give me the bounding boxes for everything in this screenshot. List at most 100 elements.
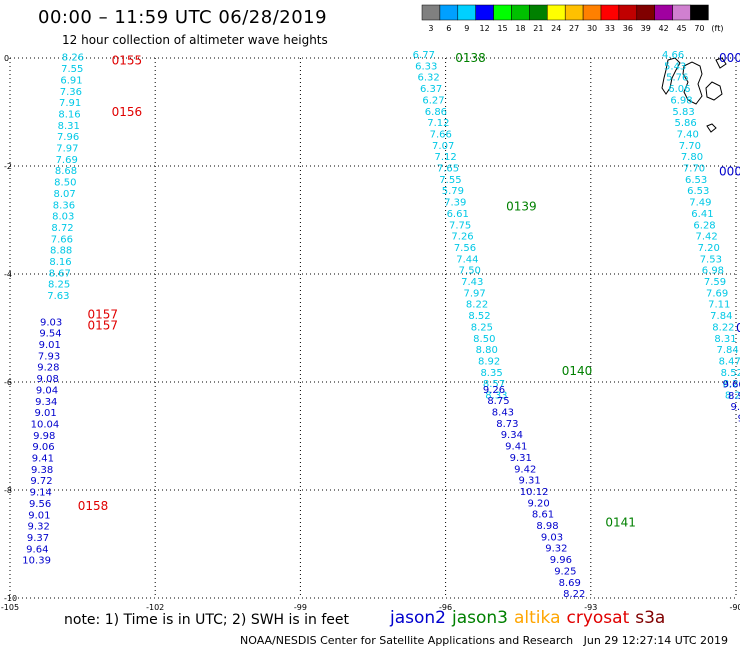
wave-height-value: 8.50 xyxy=(473,334,495,345)
island-outline xyxy=(715,57,727,69)
wave-height-value: 7.65 xyxy=(437,164,459,175)
wave-height-value: 7.42 xyxy=(696,232,718,243)
wave-height-value: 8.16 xyxy=(49,257,71,268)
wave-height-value: 7.55 xyxy=(439,175,461,186)
wave-height-value: 9.26 xyxy=(483,385,505,396)
wave-height-value: 7.91 xyxy=(59,98,81,109)
wave-height-value: 7.55 xyxy=(61,64,83,75)
scale-label: 21 xyxy=(533,24,543,33)
wave-height-value: 9.08 xyxy=(37,374,59,385)
wave-height-value: 8.23 xyxy=(725,391,740,402)
wave-height-value: 9.96 xyxy=(550,555,572,566)
wave-height-value: 9.01 xyxy=(34,408,56,419)
scale-label: 30 xyxy=(587,24,597,33)
wave-height-value: 8.43 xyxy=(492,408,514,419)
scale-label: 9 xyxy=(464,24,469,33)
scale-label: 15 xyxy=(497,24,507,33)
legend-entry-jason3: jason3 xyxy=(452,608,508,628)
scale-label: 27 xyxy=(569,24,579,33)
wave-height-value: 6.86 xyxy=(425,107,447,118)
wave-height-value: 9.38 xyxy=(31,465,53,476)
scale-label: 39 xyxy=(641,24,651,33)
scale-label: 18 xyxy=(515,24,525,33)
wave-height-value: 7.70 xyxy=(683,164,705,175)
wave-height-value: 9.98 xyxy=(33,431,55,442)
pass-time-label: 0005 xyxy=(719,51,740,65)
wave-height-value: 10.39 xyxy=(22,556,51,567)
island-outline xyxy=(706,123,717,133)
wave-height-value: 8.26 xyxy=(62,53,84,64)
pass-time-label: 0139 xyxy=(506,200,537,214)
wave-height-value: 5.86 xyxy=(675,118,697,129)
wave-height-value: 8.88 xyxy=(50,246,72,257)
lon-tick-label: -90 xyxy=(729,603,740,612)
wave-height-value: 7.66 xyxy=(430,129,452,140)
wave-height-value: 7.96 xyxy=(57,132,79,143)
wave-height-value: 9.25 xyxy=(554,566,576,577)
wave-height-value: 10.12 xyxy=(520,487,549,498)
wave-height-value: 7.11 xyxy=(708,300,730,311)
pass-time-label: 0157 xyxy=(87,318,118,332)
wave-height-value: 6.98 xyxy=(670,95,692,106)
scale-label: 45 xyxy=(676,24,686,33)
scale-label: 3 xyxy=(428,24,433,33)
credit-line: NOAA/NESDIS Center for Satellite Applica… xyxy=(240,634,729,647)
track-middle: 6.776.336.326.376.276.867.127.667.077.12… xyxy=(413,50,636,600)
wave-height-value: 9.31 xyxy=(519,476,541,487)
wave-height-value: 7.97 xyxy=(56,144,78,155)
wave-height-value: 8.33 xyxy=(485,391,507,402)
wave-height-value: 9.04 xyxy=(36,385,58,396)
wave-height-value: 6.77 xyxy=(413,50,435,61)
wave-height-value: 8.31 xyxy=(58,121,80,132)
wave-height-value: 9.14 xyxy=(30,488,52,499)
wave-height-value: 7.50 xyxy=(459,266,481,277)
wave-height-value: 9.01 xyxy=(28,510,50,521)
wave-height-value: 7.80 xyxy=(681,152,703,163)
pass-time-label: 0157 xyxy=(87,308,118,322)
wave-height-value: 9.03 xyxy=(40,317,62,328)
wave-height-value: 8.57 xyxy=(483,379,505,390)
wave-height-value: 9.34 xyxy=(35,397,57,408)
wave-height-value: 7.69 xyxy=(56,155,78,166)
wave-height-value: 9.41 xyxy=(505,442,527,453)
wave-height-value: 9.34 xyxy=(501,430,523,441)
track-right: 4.665.435.766.066.985.835.867.407.707.80… xyxy=(662,50,740,424)
wave-height-value: 6.91 xyxy=(60,75,82,86)
graticule: -105 -102 -99 -96 -93 -90 0 -2 -4 -6 -8 -10 xyxy=(1,54,740,612)
wave-height-value: 7.84 xyxy=(710,311,732,322)
wave-height-value: 8.21 xyxy=(723,379,740,390)
wave-height-value: 9.37 xyxy=(27,533,49,544)
island-outline xyxy=(682,61,703,105)
wave-height-value: 7.20 xyxy=(698,243,720,254)
wave-height-value: 9.28 xyxy=(37,363,59,374)
wave-height-value: 7.07 xyxy=(432,141,454,152)
wave-height-value: 5.83 xyxy=(672,107,694,118)
wave-height-value: 7.39 xyxy=(444,198,466,209)
footer-note: note: 1) Time is in UTC; 2) SWH is in fe… xyxy=(64,612,350,628)
wave-height-value: 10.04 xyxy=(31,419,60,430)
wave-height-value: 9.64 xyxy=(26,544,48,555)
map-subtitle: 12 hour collection of altimeter wave hei… xyxy=(62,33,328,47)
lon-tick-label: -105 xyxy=(1,603,19,612)
wave-height-value: 8.47 xyxy=(719,356,740,367)
wave-height-value: 8.25 xyxy=(48,280,70,291)
wave-height-value: 6.33 xyxy=(415,61,437,72)
wave-height-value: 8.98 xyxy=(536,521,558,532)
wave-height-value: 6.06 xyxy=(668,84,690,95)
wave-height-value: 8.75 xyxy=(487,396,509,407)
wave-height-value: 8.36 xyxy=(53,200,75,211)
wave-height-value: 8.80 xyxy=(476,345,498,356)
wave-height-value: 9.42 xyxy=(514,464,536,475)
wave-height-value: 9.66 xyxy=(722,379,740,390)
lon-tick-label: -96 xyxy=(439,603,452,612)
wave-height-value: 9.41 xyxy=(32,454,54,465)
wave-height-value: 8.25 xyxy=(471,322,493,333)
wave-height-value: 7.66 xyxy=(51,234,73,245)
wave-height-value: 9 xyxy=(738,413,740,424)
wave-height-value: 7.44 xyxy=(456,254,478,265)
wave-height-value: 7.59 xyxy=(704,277,726,288)
wave-height-value: 8.69 xyxy=(559,578,581,589)
pass-time-label: 0138 xyxy=(455,51,486,65)
lon-tick-label: -93 xyxy=(584,603,597,612)
